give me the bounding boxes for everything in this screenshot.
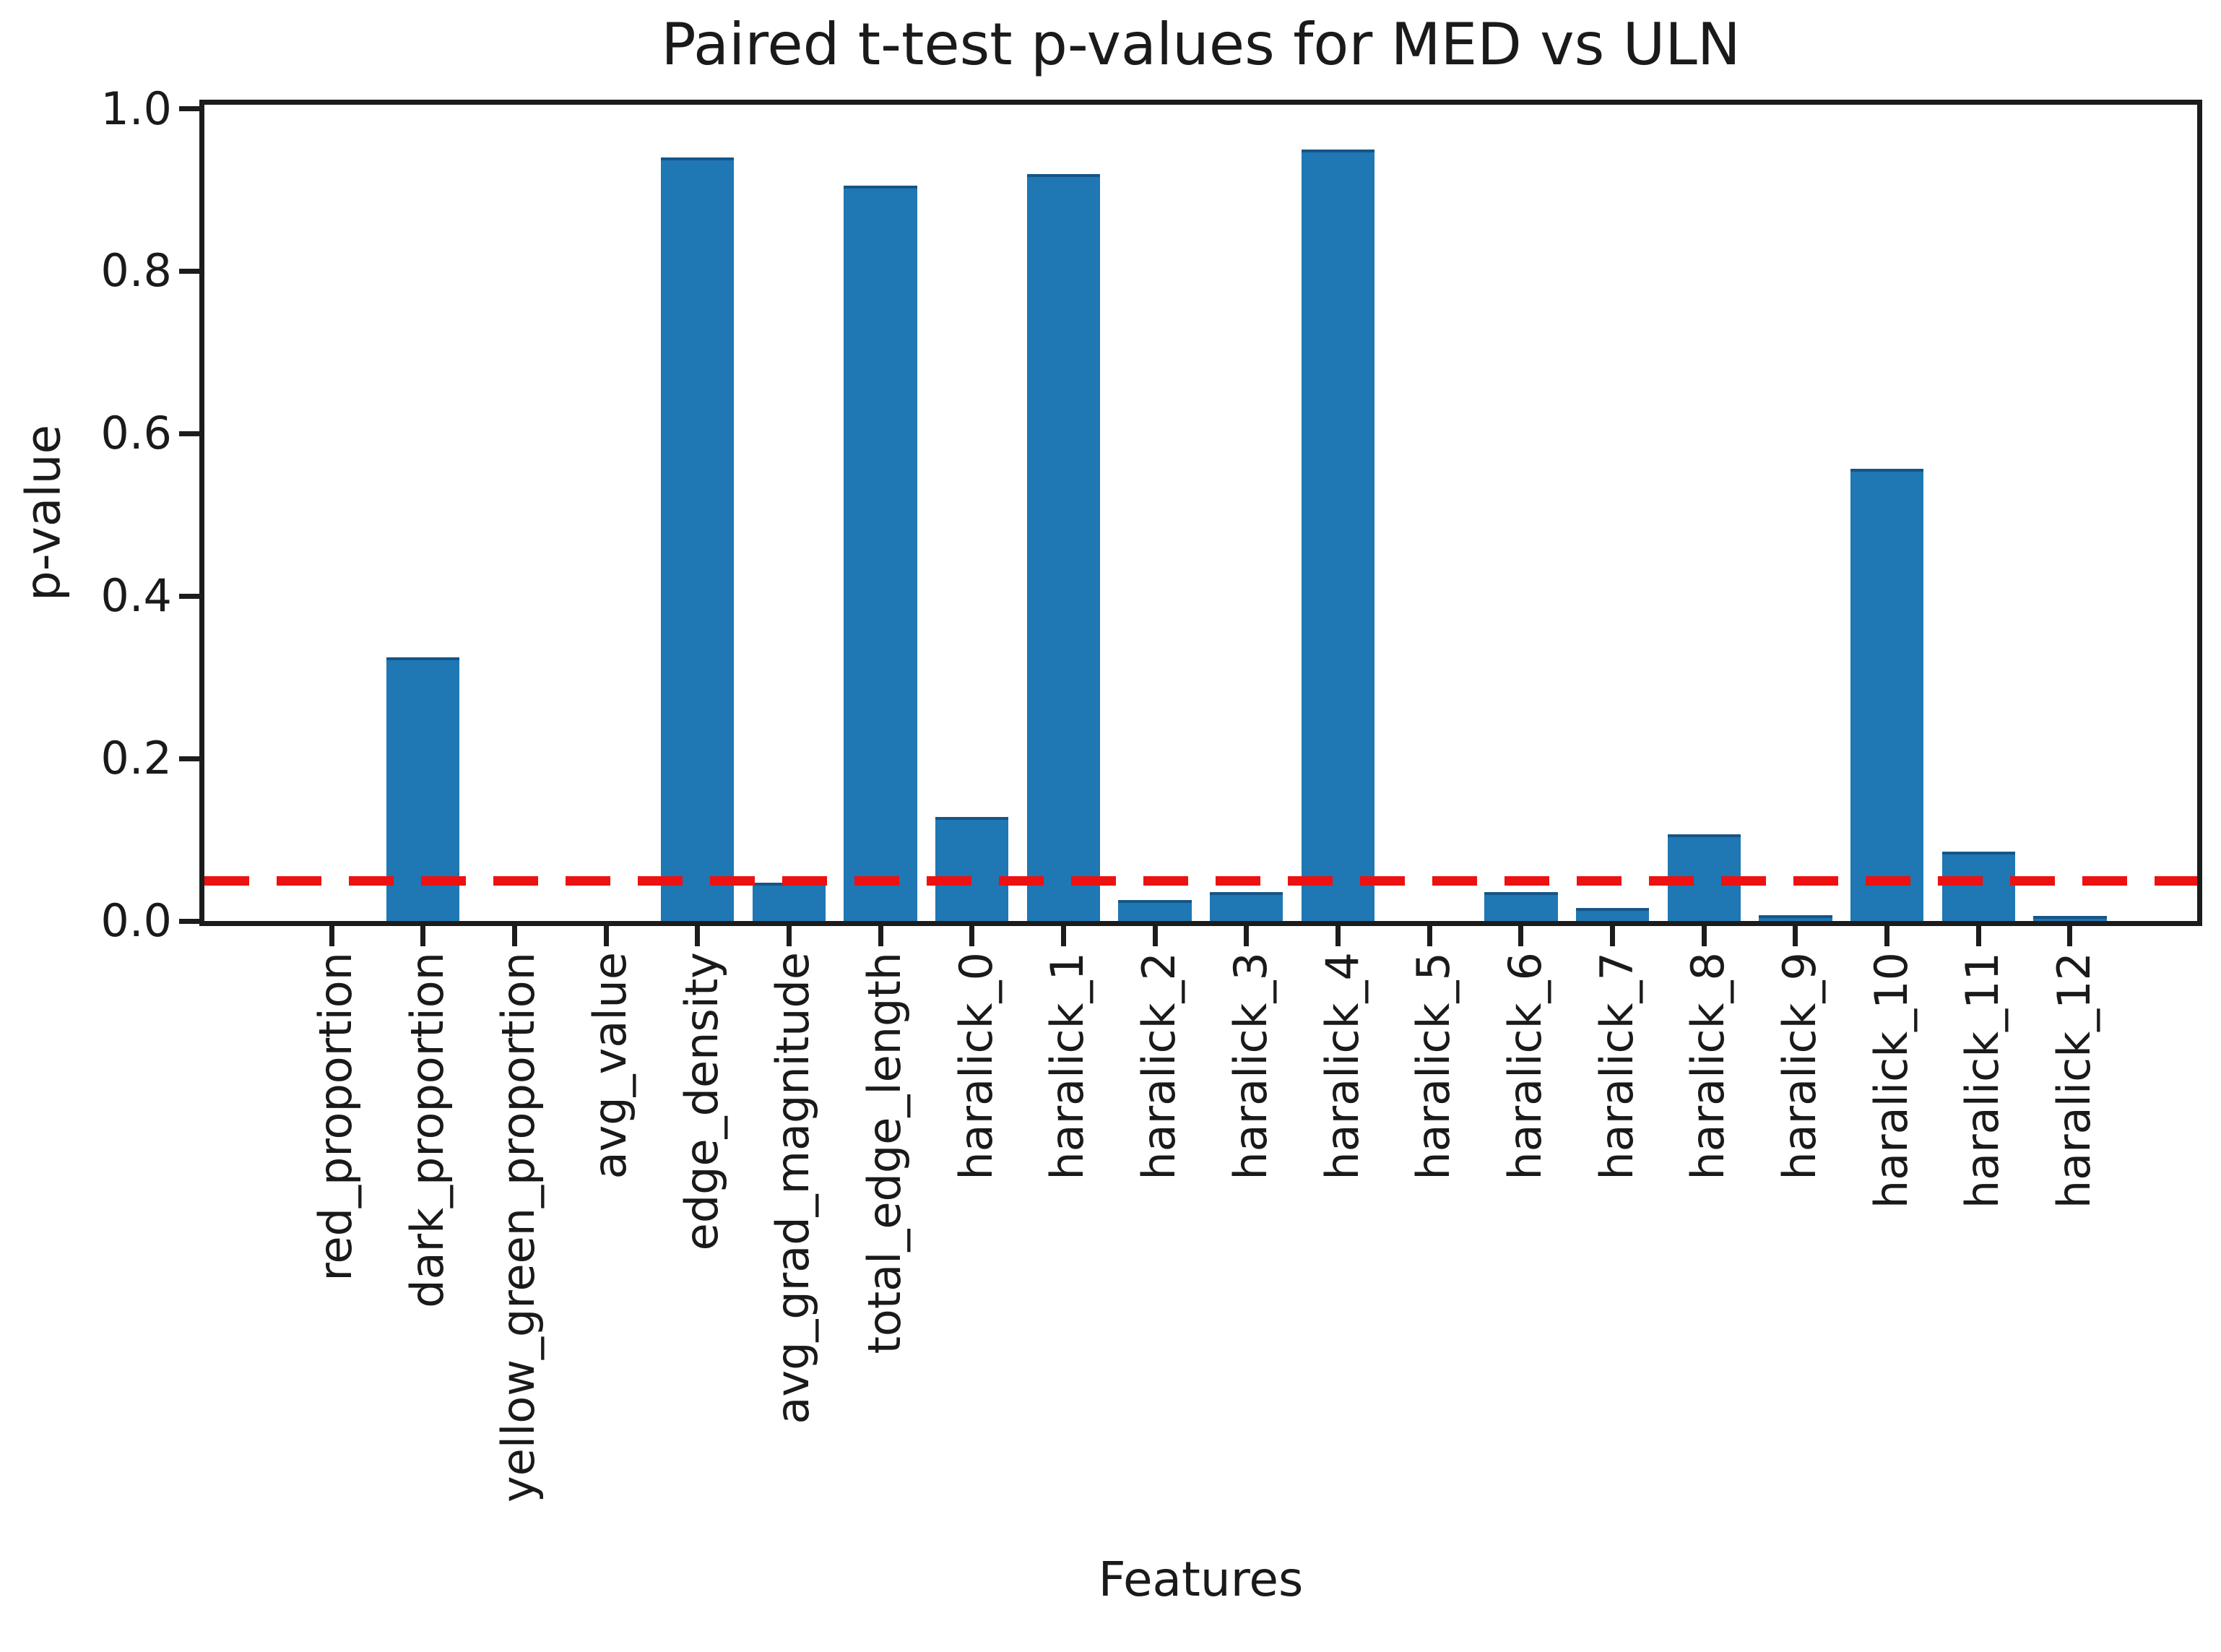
x-tick-label-haralick_8: haralick_8 <box>1681 952 1735 1180</box>
y-tick-mark <box>179 593 199 599</box>
x-tick-mark <box>1610 926 1616 946</box>
x-tick-label-dark_proportion: dark_proportion <box>400 952 454 1308</box>
x-tick-label-edge_density: edge_density <box>675 952 728 1251</box>
x-tick-mark <box>1244 926 1250 946</box>
x-tick-mark <box>1793 926 1798 946</box>
y-tick-label: 0.4 <box>100 569 172 623</box>
x-tick-mark <box>1518 926 1524 946</box>
bar-edge_density <box>661 157 735 921</box>
bar-haralick_1 <box>1026 173 1101 921</box>
x-tick-label-avg_grad_magnitude: avg_grad_magnitude <box>766 952 820 1424</box>
x-tick-label-haralick_10: haralick_10 <box>1864 952 1918 1209</box>
x-tick-label-red_proportion: red_proportion <box>309 952 363 1281</box>
x-tick-mark <box>786 926 792 946</box>
x-tick-mark <box>1975 926 1981 946</box>
x-tick-mark <box>329 926 334 946</box>
x-tick-label-haralick_12: haralick_12 <box>2047 952 2100 1209</box>
x-tick-label-haralick_4: haralick_4 <box>1315 952 1369 1180</box>
significance-threshold-line <box>204 875 2197 886</box>
bar-haralick_12 <box>2033 916 2107 921</box>
y-tick-label: 0.8 <box>100 244 172 298</box>
x-tick-mark <box>1060 926 1066 946</box>
x-tick-label-haralick_9: haralick_9 <box>1772 952 1826 1180</box>
y-tick-label: 0.6 <box>100 407 172 460</box>
x-tick-label-avg_value: avg_value <box>584 952 637 1180</box>
y-tick-label: 0.2 <box>100 732 172 785</box>
x-tick-mark <box>695 926 701 946</box>
bar-avg_grad_magnitude <box>752 883 826 921</box>
x-tick-mark <box>878 926 883 946</box>
x-tick-label-haralick_2: haralick_2 <box>1133 952 1186 1180</box>
y-tick-mark <box>179 431 199 436</box>
x-tick-label-haralick_3: haralick_3 <box>1224 952 1277 1180</box>
bar-haralick_3 <box>1210 891 1283 921</box>
x-tick-mark <box>1884 926 1890 946</box>
x-tick-label-haralick_7: haralick_7 <box>1590 952 1643 1180</box>
x-tick-mark <box>1701 926 1707 946</box>
bar-haralick_10 <box>1850 468 1924 921</box>
bar-haralick_0 <box>935 817 1009 921</box>
x-tick-label-haralick_6: haralick_6 <box>1498 952 1551 1180</box>
chart-title: Paired t-test p-values for MED vs ULN <box>661 11 1741 78</box>
x-tick-label-haralick_0: haralick_0 <box>949 952 1003 1180</box>
bar-haralick_6 <box>1484 891 1558 921</box>
x-tick-label-haralick_5: haralick_5 <box>1407 952 1460 1180</box>
x-tick-label-total_edge_length: total_edge_length <box>858 952 912 1354</box>
y-tick-mark <box>179 918 199 924</box>
x-tick-mark <box>969 926 975 946</box>
y-tick-mark <box>179 756 199 761</box>
y-tick-label: 1.0 <box>100 82 172 135</box>
bar-haralick_9 <box>1759 915 1832 921</box>
bar-haralick_11 <box>1941 852 2015 921</box>
x-tick-mark <box>1335 926 1341 946</box>
x-tick-mark <box>603 926 609 946</box>
plot-area <box>199 100 2202 926</box>
x-tick-label-haralick_11: haralick_11 <box>1956 952 2009 1209</box>
y-tick-label: 0.0 <box>100 894 172 947</box>
bar-haralick_7 <box>1575 908 1650 921</box>
x-tick-mark <box>511 926 517 946</box>
x-axis-label: Features <box>1098 1552 1304 1607</box>
bar-total_edge_length <box>844 186 917 921</box>
y-tick-mark <box>179 268 199 274</box>
x-tick-mark <box>2067 926 2073 946</box>
x-tick-label-haralick_1: haralick_1 <box>1041 952 1094 1180</box>
bar-haralick_4 <box>1301 149 1375 921</box>
x-tick-label-yellow_green_proportion: yellow_green_proportion <box>492 952 545 1502</box>
x-tick-mark <box>1152 926 1158 946</box>
bar-haralick_2 <box>1118 899 1192 921</box>
x-tick-mark <box>1426 926 1432 946</box>
y-tick-mark <box>179 106 199 112</box>
x-tick-mark <box>420 926 426 946</box>
